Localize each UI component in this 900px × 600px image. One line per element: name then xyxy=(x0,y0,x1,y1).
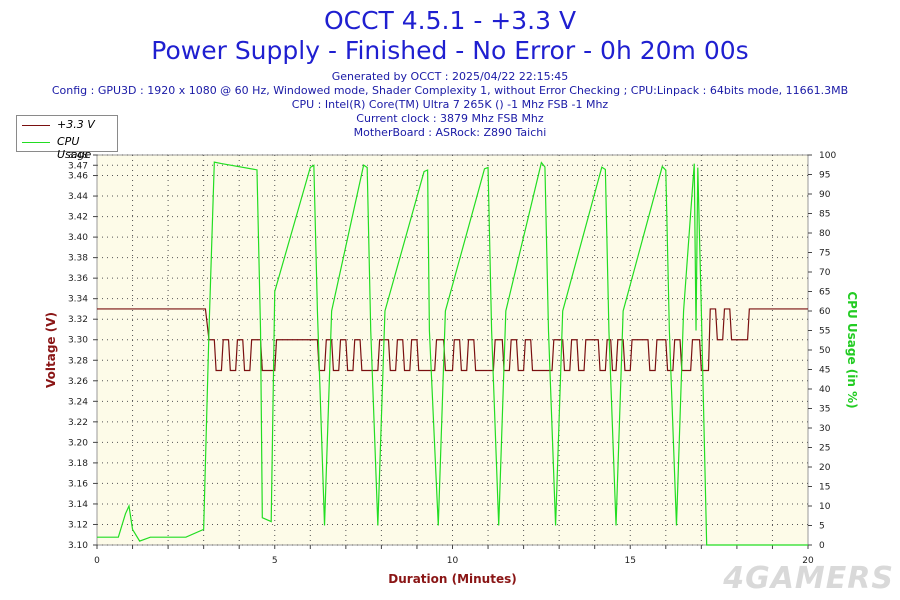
y-tick-label: 3.24 xyxy=(68,397,88,407)
legend-item-cpu: CPU Usage xyxy=(17,134,117,161)
y-tick-label: 3.28 xyxy=(68,356,88,366)
y2-tick-label: 5 xyxy=(819,522,825,532)
y-tick-label: 3.44 xyxy=(68,192,88,202)
legend-swatch-cpu xyxy=(22,142,50,143)
y-tick-label: 3.16 xyxy=(68,479,88,489)
y2-tick-label: 25 xyxy=(819,444,830,454)
y2-tick-label: 55 xyxy=(819,327,830,337)
x-axis-label: Duration (Minutes) xyxy=(388,572,516,586)
y2-tick-label: 50 xyxy=(819,346,831,356)
y-tick-label: 3.47 xyxy=(68,161,88,171)
y-tick-label: 3.48 xyxy=(68,151,88,161)
y-tick-label: 3.14 xyxy=(68,500,88,510)
x-tick-label: 20 xyxy=(802,556,814,566)
y-tick-label: 3.12 xyxy=(68,520,88,530)
series-line-voltage xyxy=(97,308,808,372)
y2-tick-label: 40 xyxy=(819,385,831,395)
y2-tick-label: 90 xyxy=(819,190,831,200)
legend-swatch-voltage xyxy=(22,125,50,126)
y-tick-label: 3.18 xyxy=(68,459,88,469)
chart-title: OCCT 4.5.1 - +3.3 V xyxy=(323,6,577,35)
watermark-logo: 4GAMERS xyxy=(723,561,894,596)
x-tick-label: 0 xyxy=(94,556,100,566)
y2-tick-label: 35 xyxy=(819,405,830,415)
info-clock: Current clock : 3879 Mhz FSB Mhz xyxy=(356,112,544,125)
x-tick-label: 15 xyxy=(625,556,636,566)
series-line-cpu xyxy=(97,161,808,546)
y-tick-label: 3.26 xyxy=(68,377,88,387)
y-tick-label: 3.10 xyxy=(68,541,88,551)
y2-tick-label: 0 xyxy=(819,541,825,551)
y-tick-label: 3.32 xyxy=(68,315,88,325)
y2-tick-label: 75 xyxy=(819,249,830,259)
y-tick-label: 3.42 xyxy=(68,213,88,223)
legend-label-voltage: +3.3 V xyxy=(57,118,95,131)
y2-tick-label: 70 xyxy=(819,268,831,278)
y2-tick-label: 95 xyxy=(819,171,830,181)
y-tick-label: 3.40 xyxy=(68,233,88,243)
y2-tick-label: 15 xyxy=(819,483,830,493)
y2-tick-label: 80 xyxy=(819,229,831,239)
y2-tick-label: 45 xyxy=(819,366,830,376)
info-generated: Generated by OCCT : 2025/04/22 22:15:45 xyxy=(331,70,569,83)
y-tick-label: 3.36 xyxy=(68,274,88,284)
chart-subtitle: Power Supply - Finished - No Error - 0h … xyxy=(151,36,749,65)
y2-tick-label: 65 xyxy=(819,288,830,298)
y-tick-label: 3.34 xyxy=(68,295,88,305)
x-tick-label: 5 xyxy=(272,556,278,566)
y2-tick-label: 85 xyxy=(819,210,830,220)
y2-tick-label: 100 xyxy=(819,151,836,161)
y2-tick-label: 60 xyxy=(819,307,831,317)
info-config: Config : GPU3D : 1920 x 1080 @ 60 Hz, Wi… xyxy=(51,84,849,97)
info-motherboard: MotherBoard : ASRock: Z890 Taichi xyxy=(353,126,547,139)
info-cpu: CPU : Intel(R) Core(TM) Ultra 7 265K () … xyxy=(291,98,609,111)
y-axis-label: Voltage (V) xyxy=(44,312,58,388)
y2-axis-label: CPU Usage (in %) xyxy=(845,291,859,408)
y-tick-label: 3.30 xyxy=(68,336,88,346)
y-tick-label: 3.22 xyxy=(68,418,88,428)
y2-tick-label: 10 xyxy=(819,502,831,512)
y2-tick-label: 30 xyxy=(819,424,831,434)
legend: +3.3 V CPU Usage xyxy=(16,115,118,161)
y2-tick-label: 20 xyxy=(819,463,831,473)
x-tick-label: 10 xyxy=(447,556,459,566)
y-tick-label: 3.46 xyxy=(68,172,88,182)
legend-label-cpu: CPU Usage xyxy=(57,135,92,161)
y-tick-label: 3.38 xyxy=(68,254,88,264)
legend-item-voltage: +3.3 V xyxy=(17,117,117,133)
y-tick-label: 3.20 xyxy=(68,438,88,448)
